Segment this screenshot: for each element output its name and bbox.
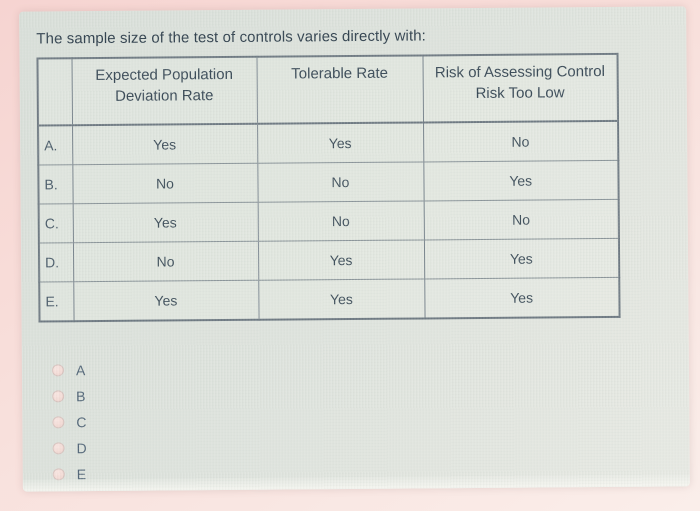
cell-value: Yes <box>72 123 258 165</box>
cell-value: No <box>423 199 619 240</box>
radio-button-icon[interactable] <box>52 390 65 403</box>
quiz-screen: The sample size of the test of controls … <box>19 6 690 492</box>
header-line: Risk of Assessing Control <box>434 63 605 82</box>
header-line: Risk Too Low <box>475 84 565 103</box>
screen-bottom-band <box>22 474 690 492</box>
row-label: E. <box>39 281 74 322</box>
cell-value: Yes <box>258 278 425 320</box>
cell-value: Yes <box>72 202 258 243</box>
option-d[interactable]: D <box>52 435 87 461</box>
cell-value: No <box>257 161 424 203</box>
row-label: A. <box>38 125 73 165</box>
cell-value: No <box>423 120 619 162</box>
question-text: The sample size of the test of controls … <box>36 27 426 48</box>
header-tolerable-rate: Tolerable Rate <box>256 55 424 124</box>
cell-value: Yes <box>73 280 259 322</box>
radio-button-icon[interactable] <box>52 442 65 455</box>
cell-value: No <box>72 163 258 204</box>
cell-value: Yes <box>257 122 424 164</box>
cell-value: Yes <box>424 277 620 319</box>
table-row: B. No No Yes <box>38 160 619 204</box>
option-a[interactable]: A <box>51 357 86 383</box>
option-label: D <box>76 440 87 457</box>
answer-choices-table: Expected Population Deviation Rate Toler… <box>36 52 621 323</box>
header-risk-assessing-control-risk-too-low: Risk of Assessing Control Risk Too Low <box>422 53 619 123</box>
row-label: D. <box>38 242 74 282</box>
radio-button-icon[interactable] <box>52 416 65 429</box>
header-line: Expected Population <box>95 65 233 85</box>
header-empty-cell <box>37 58 73 126</box>
cell-value: No <box>72 241 259 282</box>
option-label: C <box>76 414 87 431</box>
option-label: A <box>75 362 86 379</box>
table-row: A. Yes Yes No <box>38 120 619 165</box>
header-expected-population-deviation-rate: Expected Population Deviation Rate <box>71 56 258 126</box>
row-label: C. <box>38 203 73 243</box>
table-row: E. Yes Yes Yes <box>39 277 620 322</box>
row-label: B. <box>38 164 73 204</box>
cell-value: Yes <box>423 238 620 279</box>
cell-value: No <box>257 200 424 242</box>
header-line: Tolerable Rate <box>291 64 389 83</box>
cell-value: Yes <box>257 239 425 281</box>
table-header-row: Expected Population Deviation Rate Toler… <box>37 53 619 126</box>
table-row: C. Yes No No <box>38 199 619 243</box>
table-row: D. No Yes Yes <box>38 238 620 282</box>
answer-options-group: A B C D E <box>51 357 87 487</box>
option-c[interactable]: C <box>52 409 87 435</box>
option-b[interactable]: B <box>52 383 86 409</box>
radio-button-icon[interactable] <box>51 364 64 377</box>
header-line: Deviation Rate <box>115 87 214 105</box>
cell-value: Yes <box>423 160 619 201</box>
option-label: B <box>76 388 86 405</box>
